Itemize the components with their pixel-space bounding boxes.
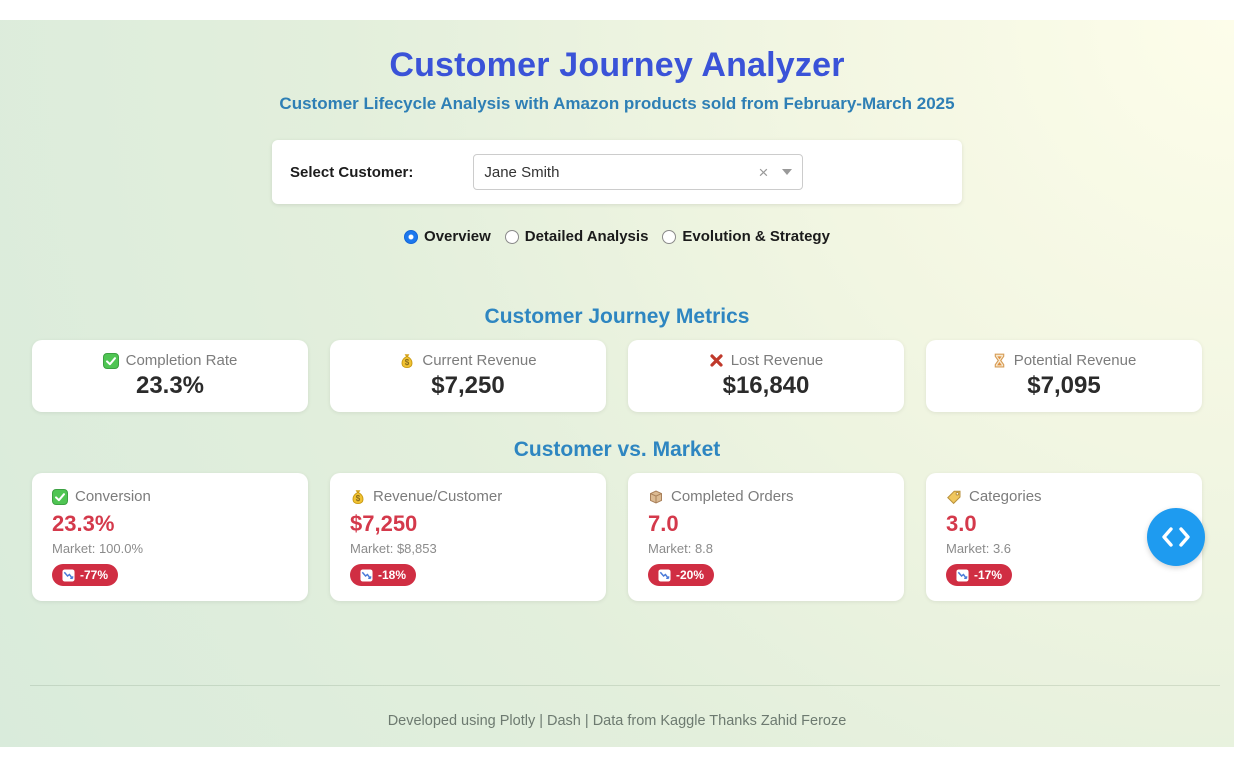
radio-label: Evolution & Strategy [682,228,830,245]
metric-label: Current Revenue [422,352,537,369]
radio-option-evolution-strategy[interactable]: Evolution & Strategy [662,228,830,245]
radio-option-overview[interactable]: Overview [404,228,491,245]
metric-label: Potential Revenue [1013,352,1137,369]
view-radio-group: Overview Detailed Analysis Evolution & S… [0,228,1234,245]
compare-label: Revenue/Customer [373,488,503,505]
svg-text:$: $ [405,358,410,367]
chevron-left-icon [1159,525,1176,549]
package-icon [648,489,664,505]
radio-label: Overview [424,228,491,245]
metric-card-lost-revenue: Lost Revenue $16,840 [628,340,904,412]
chart-decreasing-icon [658,568,671,582]
metric-card-current-revenue: $ Current Revenue $7,250 [330,340,606,412]
compare-market: Market: 3.6 [946,541,1012,556]
compare-label: Conversion [75,488,151,505]
chart-decreasing-icon [360,568,373,582]
metric-label: Completion Rate [125,352,238,369]
compare-label: Categories [969,488,1042,505]
comparison-section-heading: Customer vs. Market [513,438,721,461]
customer-dropdown[interactable]: Jane Smith × [473,154,804,190]
metric-value: $7,095 [1027,372,1101,399]
chevron-right-icon [1176,525,1193,549]
green-check-icon [52,488,68,505]
compare-market: Market: 8.8 [648,541,714,556]
metrics-cards-row: Completion Rate 23.3% $ Current Revenue … [32,340,1202,412]
footer-divider [30,685,1220,686]
compare-card-revenue-customer: $ Revenue/Customer $7,250 Market: $8,853… [330,473,606,601]
metric-value: $7,250 [431,372,505,399]
delta-badge: -77% [52,564,119,586]
green-check-icon [102,352,119,369]
metric-label: Lost Revenue [730,352,824,369]
compare-card-categories: Categories 3.0 Market: 3.6 -17% [926,473,1202,601]
dashboard-panel: Customer Journey Analyzer Customer Lifec… [0,20,1234,747]
customer-dropdown-value: Jane Smith [484,163,560,181]
compare-card-conversion: Conversion 23.3% Market: 100.0% -77% [32,473,308,601]
delta-badge-text: -18% [378,568,407,582]
tag-icon [946,489,962,505]
delta-badge-text: -17% [974,568,1003,582]
metric-value: $16,840 [722,372,810,399]
clear-icon[interactable]: × [758,162,769,182]
compare-value: $7,250 [350,511,418,536]
radio-unselected-icon [504,229,519,244]
radio-unselected-icon [662,229,677,244]
compare-value: 7.0 [648,511,679,536]
red-cross-icon [709,353,724,368]
chart-decreasing-icon [62,568,75,582]
delta-badge-text: -77% [80,568,109,582]
money-bag-icon: $ [350,489,366,505]
compare-market: Market: $8,853 [350,541,437,556]
radio-selected-icon [404,229,419,244]
compare-label: Completed Orders [671,488,794,505]
delta-badge: -18% [350,564,417,586]
metrics-section-heading: Customer Journey Metrics [484,305,750,328]
chevron-down-icon[interactable] [782,169,793,175]
compare-card-completed-orders: Completed Orders 7.0 Market: 8.8 -20% [628,473,904,601]
delta-badge-text: -20% [676,568,705,582]
footer-credits: Developed using Plotly | Dash | Data fro… [387,713,847,729]
svg-text:$: $ [356,494,361,503]
hourglass-icon [992,353,1007,368]
customer-select-label: Select Customer: [290,163,414,181]
page-title: Customer Journey Analyzer [389,46,845,84]
compare-value: 3.0 [946,511,977,536]
radio-label: Detailed Analysis [524,228,649,245]
money-bag-icon: $ [399,353,415,369]
compare-market: Market: 100.0% [52,541,144,556]
carousel-nav-button[interactable] [1147,508,1205,566]
comparison-cards-row: Conversion 23.3% Market: 100.0% -77% $ R… [32,473,1202,601]
chart-decreasing-icon [956,568,969,582]
radio-option-detailed-analysis[interactable]: Detailed Analysis [504,228,649,245]
compare-value: 23.3% [52,511,115,536]
metric-card-completion-rate: Completion Rate 23.3% [32,340,308,412]
delta-badge: -20% [648,564,715,586]
page-subtitle: Customer Lifecycle Analysis with Amazon … [279,94,955,113]
customer-select-card: Select Customer: Jane Smith × [272,140,962,204]
metric-value: 23.3% [135,372,205,399]
metric-card-potential-revenue: Potential Revenue $7,095 [926,340,1202,412]
delta-badge: -17% [946,564,1013,586]
